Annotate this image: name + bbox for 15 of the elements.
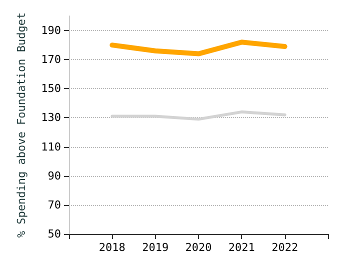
y-tick-label: 170 bbox=[41, 53, 61, 66]
y-tick-label: 110 bbox=[41, 140, 61, 154]
y-tick-label: 190 bbox=[41, 24, 61, 38]
y-tick-label: 70 bbox=[48, 198, 61, 212]
x-tick-label: 2022 bbox=[272, 241, 298, 254]
x-tick-label: 2020 bbox=[185, 241, 212, 254]
y-tick-label: 90 bbox=[48, 169, 61, 182]
y-tick-label: 50 bbox=[48, 228, 61, 240]
y-axis-title: % Spending above Foundation Budget bbox=[15, 12, 28, 238]
y-tick-label: 130 bbox=[41, 111, 61, 124]
y-tick-label: 150 bbox=[41, 82, 61, 96]
x-tick-label: 2021 bbox=[228, 241, 255, 254]
line-series bbox=[110, 110, 286, 121]
x-tick-label: 2019 bbox=[142, 241, 169, 254]
x-tick-label: 2018 bbox=[98, 241, 126, 254]
